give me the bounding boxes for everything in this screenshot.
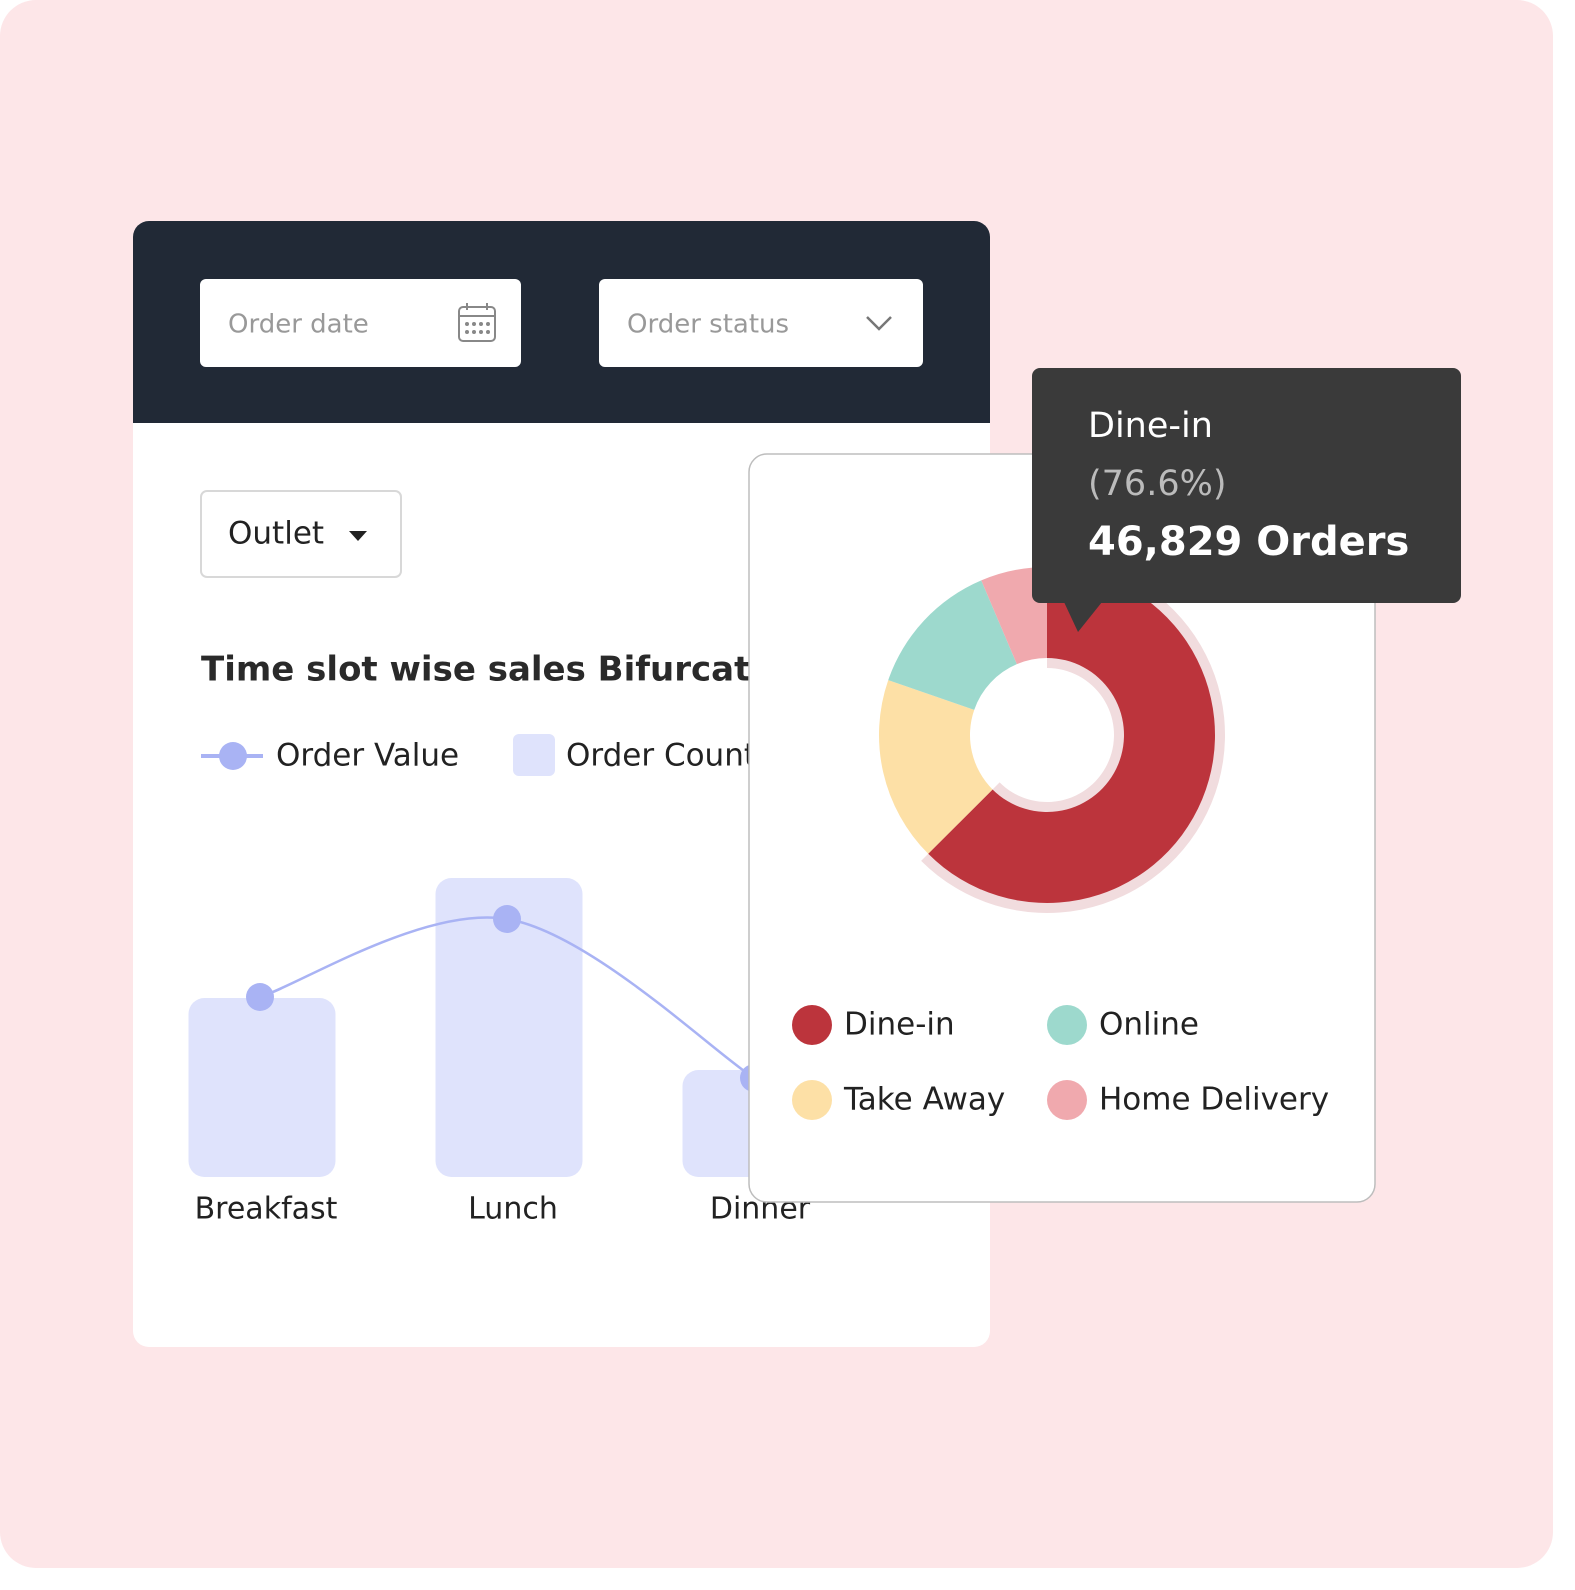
tooltip-value: 46,829 Orders [1088, 519, 1409, 565]
line-point [493, 905, 521, 933]
chart-title: Time slot wise sales Bifurcation [201, 650, 810, 690]
tooltip-pointer [1064, 602, 1102, 632]
header-bar [133, 221, 990, 423]
calendar-icon [458, 303, 496, 342]
select-placeholder: Order status [627, 310, 789, 340]
legend-marker [219, 742, 247, 770]
legend-label: Dine-in [844, 1007, 955, 1043]
tooltip-box [1032, 368, 1461, 603]
slice [981, 567, 1047, 665]
bar [435, 878, 583, 1177]
bar [188, 998, 336, 1177]
order-status-select[interactable]: Order status [599, 279, 923, 367]
dropdown-label: Outlet [228, 516, 324, 552]
slice [879, 680, 993, 854]
tooltip-percent: (76.6%) [1088, 464, 1227, 504]
caret-icon [349, 531, 367, 541]
slice [888, 580, 1017, 710]
legend-label: Online [1099, 1007, 1199, 1043]
legend-swatch [513, 734, 555, 776]
select-box[interactable] [599, 279, 923, 367]
legend-marker [1047, 1080, 1087, 1120]
chevron-icon [866, 316, 892, 331]
outlet-dropdown[interactable]: Outlet [200, 490, 402, 578]
legend-label: Order Value [276, 738, 459, 774]
tooltip-title: Dine-in [1088, 406, 1213, 446]
legend-label: Take Away [843, 1082, 1005, 1118]
slice [928, 567, 1215, 903]
tooltip: Dine-in (76.6%) 46,829 Orders [1032, 368, 1461, 632]
legend-label: Home Delivery [1099, 1082, 1329, 1118]
x-tick-label: Lunch [468, 1192, 558, 1227]
x-tick-label: Breakfast [195, 1192, 338, 1227]
legend-marker [792, 1080, 832, 1120]
dropdown-box[interactable] [200, 490, 402, 578]
donut-chart: Dine-in Take Away Online Home Delivery [792, 557, 1329, 1120]
line-point [246, 983, 274, 1011]
input-placeholder: Order date [228, 310, 369, 340]
legend-marker [792, 1005, 832, 1045]
legend-label: Order Count [566, 738, 756, 774]
input-box[interactable] [200, 279, 521, 367]
order-date-input[interactable]: Order date [200, 279, 521, 367]
legend-marker [1047, 1005, 1087, 1045]
